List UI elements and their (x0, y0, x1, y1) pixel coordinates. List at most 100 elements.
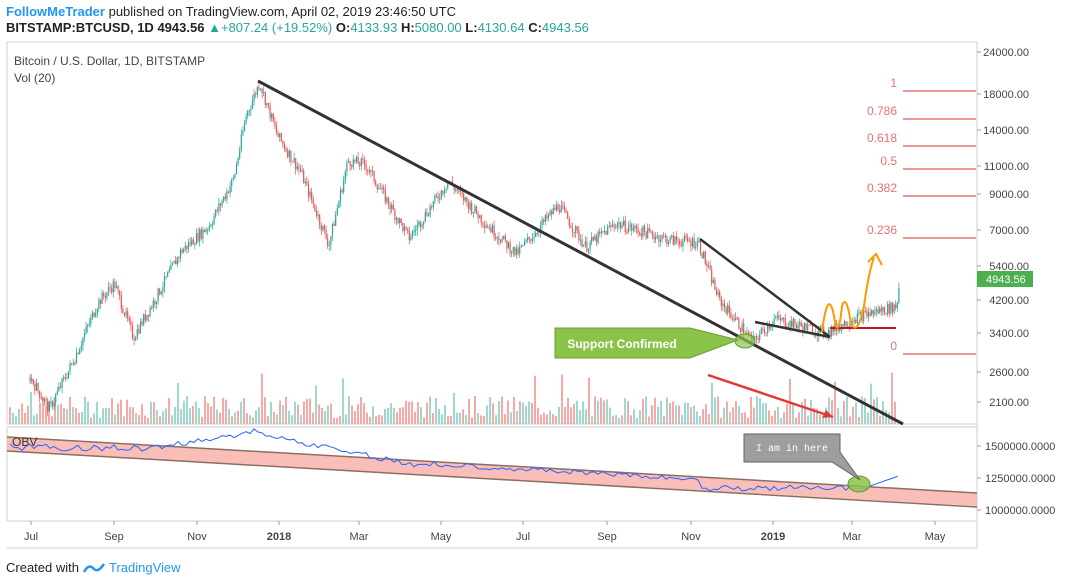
candle-body (405, 226, 407, 229)
candle-body (456, 189, 458, 191)
candle-body (579, 239, 582, 241)
candle-body (378, 188, 380, 190)
volume-bar (321, 407, 323, 424)
volume-bar (879, 415, 881, 424)
low-label: L: (465, 20, 478, 35)
volume-bar (603, 400, 605, 424)
candle-body (480, 215, 482, 223)
candle-body (805, 323, 807, 331)
candle-body (154, 300, 156, 305)
candle-body (469, 203, 471, 210)
candle-body (235, 164, 238, 174)
candle-body (277, 132, 279, 137)
time-tick-label: 2018 (267, 531, 291, 543)
candle-body (653, 235, 655, 240)
candle-body (506, 240, 508, 249)
volume-bar (651, 405, 653, 424)
volume-bar (525, 405, 527, 424)
candle-body (560, 205, 562, 213)
candle-body (736, 317, 738, 319)
tradingview-brand[interactable]: TradingView (108, 560, 181, 575)
candle-body (485, 226, 487, 228)
volume-bar (669, 403, 671, 424)
candle-body (331, 223, 334, 237)
volume-bar (885, 410, 887, 424)
price-tick-label: 2600.00 (989, 367, 1029, 379)
candle-body (675, 236, 678, 241)
author-name[interactable]: FollowMeTrader (6, 4, 105, 19)
candle-body (250, 108, 252, 111)
time-tick-label: Mar (350, 531, 369, 543)
projection-arrow-icon (867, 252, 883, 266)
candle-body (463, 193, 465, 201)
volume-bar (96, 401, 98, 424)
volume-bar (654, 397, 656, 424)
candle-body (581, 239, 583, 247)
volume-bar (198, 408, 200, 424)
candle-body (107, 287, 110, 293)
candle-body (349, 161, 351, 166)
candle-body (96, 308, 98, 314)
candle-body (493, 225, 495, 237)
volume-bar (300, 414, 302, 424)
candle-body (197, 233, 199, 242)
candle-body (743, 323, 745, 334)
volume-bar (144, 415, 146, 424)
volume-bar (528, 401, 530, 424)
candle-body (264, 92, 266, 105)
volume-bar (771, 415, 773, 424)
volume-bar (255, 410, 257, 424)
candle-body (71, 363, 73, 365)
volume-bar (375, 416, 377, 424)
candle-body (453, 185, 455, 190)
candle-body (733, 318, 735, 321)
candle-body (218, 203, 220, 211)
high-label: H: (400, 20, 415, 35)
candle-body (522, 245, 524, 247)
volume-bar (84, 396, 86, 424)
candle-body (155, 301, 158, 305)
candle-body (546, 215, 548, 219)
volume-bar (681, 414, 683, 424)
candle-body (855, 320, 857, 323)
volume-bar (288, 410, 290, 424)
volume-bar (753, 407, 755, 424)
candle-body (498, 237, 500, 241)
candle-body (483, 224, 486, 228)
obv-label: OBV (12, 435, 37, 449)
volume-bar (870, 383, 872, 424)
volume-bar (24, 412, 26, 424)
candle-body (80, 345, 82, 350)
volume-bar (774, 410, 776, 424)
candle-body (559, 209, 561, 213)
volume-bar (114, 414, 116, 424)
low-value: 4130.64 (477, 20, 525, 35)
candle-body (739, 328, 742, 332)
volume-bar (663, 415, 665, 424)
candle-body (103, 292, 105, 297)
volume-bar (342, 378, 344, 424)
volume-bar (747, 417, 749, 424)
volume-bar (417, 402, 419, 424)
fib-level-label: 0.5 (880, 154, 897, 168)
volume-bar (678, 405, 680, 424)
volume-bar (213, 396, 215, 424)
candle-body (194, 244, 196, 246)
candle-body (755, 336, 758, 339)
volume-bar (180, 408, 182, 424)
close-label: C: (528, 20, 542, 35)
volume-bar (552, 414, 554, 424)
candle-body (552, 207, 554, 215)
candle-body (224, 196, 226, 199)
candle-body (215, 209, 217, 217)
volume-bar (225, 399, 227, 424)
obv-channel-upper (6, 436, 978, 494)
candle-body (779, 317, 782, 321)
volume-bar (18, 408, 20, 424)
candle-body (75, 352, 78, 363)
volume-bar (546, 414, 548, 424)
candle-body (605, 230, 607, 235)
candle-body (411, 231, 414, 237)
candle-body (173, 260, 175, 264)
volume-bar (240, 401, 242, 424)
